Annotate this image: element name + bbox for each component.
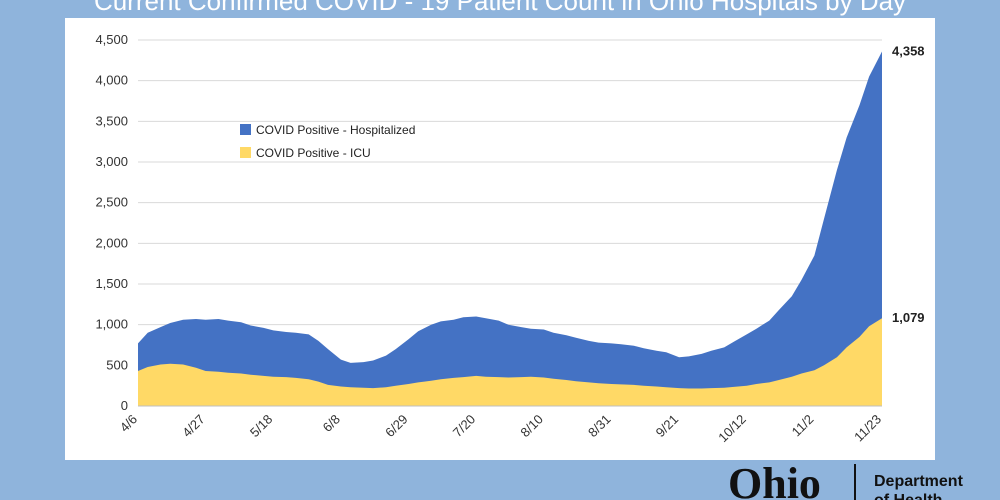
logo-dept-line1: Department (874, 473, 963, 490)
x-tick-label: 8/10 (517, 412, 546, 441)
chart-title: Current Confirmed COVID - 19 Patient Cou… (93, 0, 907, 16)
area-series-icu (138, 318, 882, 406)
legend-label: COVID Positive - ICU (256, 146, 371, 160)
y-tick-label: 1,500 (95, 276, 128, 291)
x-tick-label: 4/6 (117, 412, 140, 435)
chart-panel: 0 500 1,000 1,500 2,000 2,500 3,000 3,500 4,000 4… (65, 18, 935, 460)
data-label: 4,358 (892, 44, 925, 59)
x-tick-label: 4/27 (179, 412, 208, 441)
x-tick-label: 8/31 (585, 412, 614, 441)
y-tick-label: 1,000 (95, 317, 128, 332)
legend-label: COVID Positive - Hospitalized (256, 123, 415, 137)
x-tick-label: 11/2 (789, 412, 817, 440)
x-tick-label: 6/29 (382, 412, 411, 441)
y-tick-label: 0 (121, 398, 128, 413)
logo-divider (854, 464, 856, 500)
x-tick-label: 10/12 (715, 412, 749, 446)
x-tick-label: 9/21 (653, 412, 682, 441)
logo-ohio-text: Ohio (728, 462, 821, 500)
ohio-department-of-health-logo: Ohio Department of Health (728, 462, 1000, 500)
x-tick-label: 6/8 (320, 412, 343, 435)
logo-department-text: Department of Health (874, 472, 963, 500)
logo-dept-line2: of Health (874, 491, 963, 500)
y-tick-label: 2,500 (95, 195, 128, 210)
x-tick-label: 5/18 (247, 412, 276, 441)
y-tick-label: 3,500 (95, 113, 128, 128)
y-tick-label: 4,000 (95, 73, 128, 88)
area-series-hospitalized (138, 51, 882, 406)
legend-swatch (240, 124, 251, 135)
y-tick-label: 4,500 (95, 32, 128, 47)
y-tick-label: 500 (106, 357, 128, 372)
chart-svg: 0 500 1,000 1,500 2,000 2,500 3,000 3,500 4,000 4… (95, 32, 925, 446)
data-label: 1,079 (892, 310, 925, 325)
legend-swatch (240, 147, 251, 158)
x-tick-label: 11/23 (851, 412, 884, 445)
x-tick-label: 7/20 (450, 412, 479, 441)
y-tick-label: 2,000 (95, 235, 128, 250)
y-tick-label: 3,000 (95, 154, 128, 169)
